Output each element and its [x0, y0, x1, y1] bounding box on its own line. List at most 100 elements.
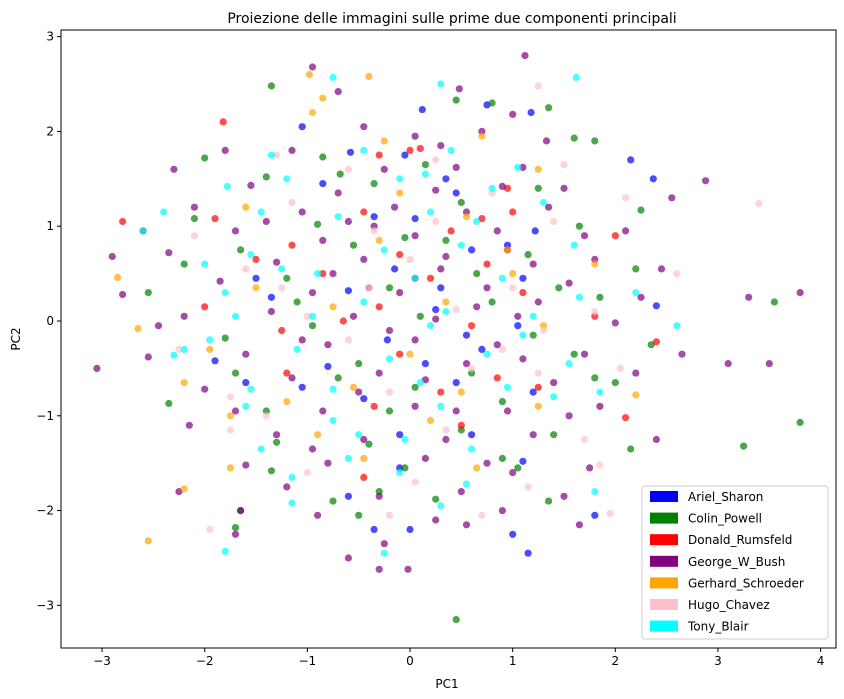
point-Gerhard_Schroeder-32 [252, 284, 260, 292]
point-Ariel_Sharon-2 [418, 106, 426, 114]
y-tick-label: 2 [46, 124, 54, 138]
point-George_W_Bush-49 [180, 312, 188, 320]
point-Hugo_Chavez-20 [344, 336, 352, 344]
point-Gerhard_Schroeder-8 [462, 213, 471, 221]
point-Tony_Blair-3 [267, 151, 275, 159]
point-Colin_Powell-44 [365, 440, 373, 448]
point-Tony_Blair-52 [591, 488, 599, 496]
x-tick-label: −3 [93, 654, 111, 668]
point-Donald_Rumsfeld-11 [396, 251, 404, 259]
point-Tony_Blair-40 [503, 383, 512, 391]
legend-label-Colin_Powell: Colin_Powell [688, 512, 762, 526]
point-Gerhard_Schroeder-5 [534, 165, 542, 173]
point-Colin_Powell-30 [308, 322, 317, 330]
point-Hugo_Chavez-33 [596, 461, 604, 469]
point-George_W_Bush-39 [529, 260, 537, 268]
point-Ariel_Sharon-10 [370, 213, 378, 221]
point-Tony_Blair-23 [498, 274, 506, 282]
point-George_W_Bush-63 [201, 385, 209, 393]
point-Colin_Powell-46 [550, 431, 558, 439]
point-Tony_Blair-44 [437, 402, 445, 410]
legend-swatch-Ariel_Sharon [650, 491, 678, 502]
point-George_W_Bush-69 [724, 360, 732, 368]
point-Hugo_Chavez-30 [303, 469, 311, 477]
chart-title: Proiezione delle immagini sulle prime du… [227, 11, 676, 27]
point-Ariel_Sharon-16 [652, 302, 661, 310]
point-Ariel_Sharon-39 [437, 284, 445, 292]
point-George_W_Bush-14 [702, 177, 710, 185]
point-Hugo_Chavez-22 [616, 364, 625, 372]
point-George_W_Bush-101 [344, 554, 352, 562]
point-Hugo_Chavez-14 [509, 284, 517, 292]
point-George_W_Bush-12 [452, 163, 460, 171]
point-Donald_Rumsfeld-15 [319, 270, 327, 278]
point-Colin_Powell-15 [457, 198, 465, 207]
point-George_W_Bush-60 [580, 350, 589, 358]
point-George_W_Bush-45 [483, 284, 491, 292]
point-Hugo_Chavez-19 [175, 345, 183, 353]
point-Gerhard_Schroeder-14 [206, 345, 214, 353]
point-Colin_Powell-25 [385, 284, 394, 292]
point-George_W_Bush-51 [349, 312, 358, 320]
point-Colin_Powell-47 [627, 445, 635, 453]
point-Colin_Powell-4 [591, 137, 599, 145]
point-Gerhard_Schroeder-15 [329, 303, 337, 311]
point-George_W_Bush-68 [632, 369, 640, 377]
point-Tony_Blair-12 [257, 208, 265, 216]
point-Hugo_Chavez-8 [755, 199, 763, 208]
point-George_W_Bush-83 [421, 454, 429, 462]
point-George_W_Bush-43 [308, 289, 317, 297]
point-Donald_Rumsfeld-6 [211, 215, 219, 223]
point-Ariel_Sharon-40 [421, 360, 429, 368]
point-Tony_Blair-2 [572, 73, 580, 81]
point-Ariel_Sharon-12 [391, 265, 399, 273]
point-George_W_Bush-87 [283, 483, 291, 491]
x-axis: −3 −2 −1 0 1 2 3 4 [93, 648, 824, 668]
point-Colin_Powell-29 [221, 334, 229, 342]
point-Hugo_Chavez-10 [370, 227, 378, 235]
point-George_W_Bush-9 [221, 146, 229, 154]
legend-label-Gerhard_Schroeder: Gerhard_Schroeder [688, 576, 804, 590]
point-George_W_Bush-120 [765, 360, 773, 368]
point-Gerhard_Schroeder-25 [426, 416, 435, 425]
point-George_W_Bush-41 [119, 290, 127, 299]
point-Colin_Powell-35 [355, 360, 363, 368]
point-George_W_Bush-38 [442, 252, 450, 261]
point-Ariel_Sharon-33 [370, 525, 378, 534]
point-Gerhard_Schroeder-1 [365, 72, 373, 80]
y-tick-label: −3 [36, 598, 54, 612]
legend-label-Hugo_Chavez: Hugo_Chavez [688, 598, 770, 612]
point-George_W_Bush-21 [190, 203, 198, 211]
point-George_W_Bush-115 [534, 298, 542, 306]
point-George_W_Bush-96 [231, 530, 240, 538]
point-Colin_Powell-8 [262, 173, 270, 181]
point-Donald_Rumsfeld-23 [283, 369, 291, 377]
point-George_W_Bush-26 [622, 227, 630, 235]
point-Tony_Blair-48 [468, 445, 476, 453]
point-Tony_Blair-34 [483, 350, 491, 358]
point-George_W_Bush-119 [668, 194, 676, 202]
point-George_W_Bush-20 [560, 184, 568, 192]
point-George_W_Bush-102 [437, 265, 445, 273]
point-Tony_Blair-0 [329, 73, 337, 81]
point-George_W_Bush-71 [319, 407, 327, 415]
point-Hugo_Chavez-28 [442, 426, 450, 434]
point-Gerhard_Schroeder-12 [591, 260, 599, 268]
point-Hugo_Chavez-40 [278, 284, 286, 292]
point-Hugo_Chavez-18 [591, 307, 599, 316]
point-Colin_Powell-14 [314, 220, 322, 228]
point-Colin_Powell-69 [401, 234, 409, 242]
point-Tony_Blair-65 [421, 170, 429, 178]
point-Donald_Rumsfeld-19 [278, 326, 286, 335]
y-axis-label: PC2 [9, 327, 23, 350]
point-Tony_Blair-53 [221, 547, 229, 555]
legend-label-George_W_Bush: George_W_Bush [688, 555, 785, 569]
point-Hugo_Chavez-39 [468, 364, 476, 372]
point-Ariel_Sharon-5 [627, 156, 635, 164]
point-Ariel_Sharon-41 [401, 151, 409, 159]
point-George_W_Bush-36 [273, 258, 281, 266]
point-Ariel_Sharon-25 [452, 379, 460, 387]
point-Colin_Powell-0 [267, 82, 275, 90]
point-Tony_Blair-46 [257, 445, 265, 453]
point-George_W_Bush-82 [324, 459, 332, 467]
